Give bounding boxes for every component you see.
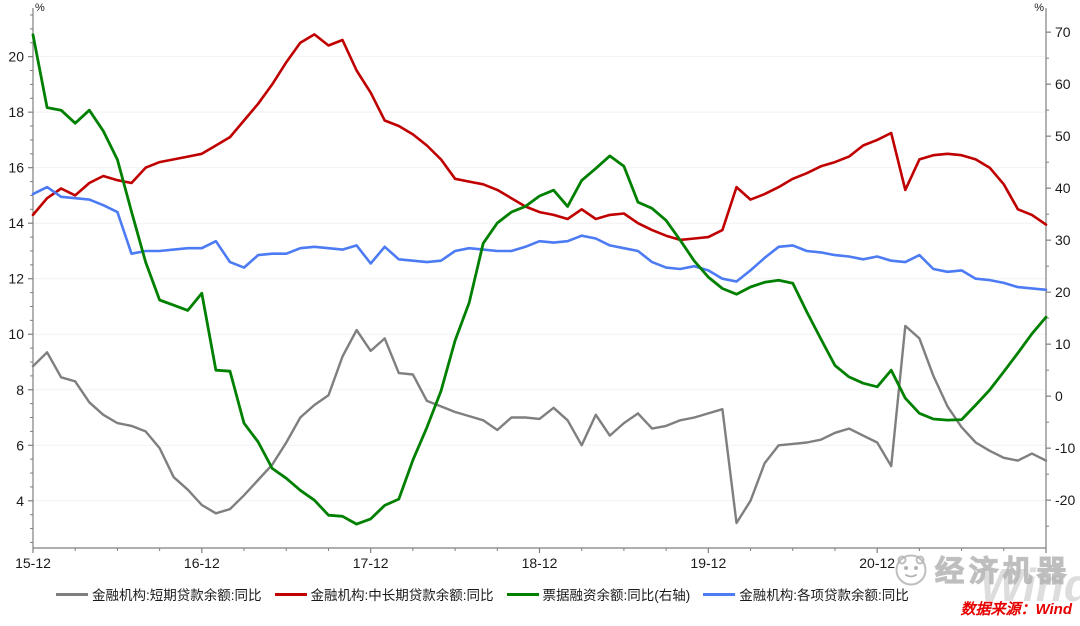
left-axis-unit-label: % bbox=[35, 2, 45, 14]
legend-item-bill-financing: 票据融资余额:同比(右轴) bbox=[506, 584, 691, 604]
short-term-loans-line-swatch bbox=[56, 592, 88, 596]
x-axis-tick-label: 19-12 bbox=[690, 555, 726, 571]
left-axis-tick-label: 6 bbox=[16, 437, 24, 453]
x-axis-tick-label: 18-12 bbox=[522, 555, 558, 571]
line-all-loans bbox=[31, 185, 1048, 292]
right-axis-tick-label: 70 bbox=[1055, 24, 1071, 40]
left-axis-tick-label: 14 bbox=[8, 215, 24, 231]
left-axis-tick-label: 18 bbox=[8, 104, 24, 120]
legend-item-all-loans: 金融机构:各项贷款余额:同比 bbox=[703, 584, 909, 604]
right-axis-tick-label: 50 bbox=[1055, 128, 1071, 144]
right-axis-tick-label: 0 bbox=[1055, 388, 1063, 404]
loan-growth-chart: 4 6 8 10 12 14 16 18 20 -20 -10 0 10 20 30 40 50 60 70 15-1… bbox=[8, 2, 1075, 571]
legend-label-bill-financing: 票据融资余额:同比(右轴) bbox=[542, 588, 691, 603]
legend-item-short-term-loans: 金融机构:短期贷款余额:同比 bbox=[56, 584, 262, 604]
left-axis-tick-label: 10 bbox=[8, 326, 24, 342]
x-axis-tick-label: 20-12 bbox=[859, 555, 895, 571]
right-axis-tick-label: 30 bbox=[1055, 232, 1071, 248]
chart-legend: 金融机构:短期贷款余额:同比 金融机构:中长期贷款余额:同比 票据融资余额:同比… bbox=[0, 584, 1080, 604]
all-loans-line-swatch bbox=[703, 592, 736, 596]
legend-item-medium-long-term-loans: 金融机构:中长期贷款余额:同比 bbox=[274, 584, 494, 604]
line-bill-financing bbox=[31, 33, 1048, 526]
right-axis-tick-label: -10 bbox=[1055, 440, 1075, 456]
x-axis-tick-label: 17-12 bbox=[353, 555, 389, 571]
left-axis-tick-label: 8 bbox=[16, 382, 24, 398]
legend-label-short-term-loans: 金融机构:短期贷款余额:同比 bbox=[92, 588, 262, 603]
data-source-note: 数据来源：Wind bbox=[960, 601, 1072, 618]
left-axis-tick-label: 16 bbox=[8, 160, 24, 176]
left-axis-tick-label: 4 bbox=[16, 493, 24, 509]
left-axis-tick-label: 12 bbox=[8, 271, 24, 287]
legend-label-all-loans: 金融机构:各项贷款余额:同比 bbox=[739, 588, 909, 603]
x-axis-tick-label: 16-12 bbox=[184, 555, 220, 571]
right-axis-tick-label: 10 bbox=[1055, 336, 1071, 352]
x-axis-tick-label: 15-12 bbox=[15, 555, 51, 571]
medium-long-term-loans-line-swatch bbox=[274, 592, 307, 596]
left-axis-tick-label: 20 bbox=[8, 49, 24, 65]
line-medium-long-term-loans bbox=[31, 33, 1048, 242]
right-axis-tick-label: 60 bbox=[1055, 76, 1071, 92]
right-axis-unit-label: % bbox=[1034, 2, 1044, 14]
bill-financing-line-swatch bbox=[506, 592, 539, 596]
legend-label-medium-long-term-loans: 金融机构:中长期贷款余额:同比 bbox=[310, 588, 494, 603]
line-short-term-loans bbox=[31, 324, 1048, 525]
right-axis-tick-label: 40 bbox=[1055, 180, 1071, 196]
chart-canvas: 4 6 8 10 12 14 16 18 20 -20 -10 0 10 20 30 40 50 60 70 15-1… bbox=[8, 2, 1075, 571]
right-axis-tick-label: 20 bbox=[1055, 284, 1071, 300]
right-axis-tick-label: -20 bbox=[1055, 492, 1075, 508]
